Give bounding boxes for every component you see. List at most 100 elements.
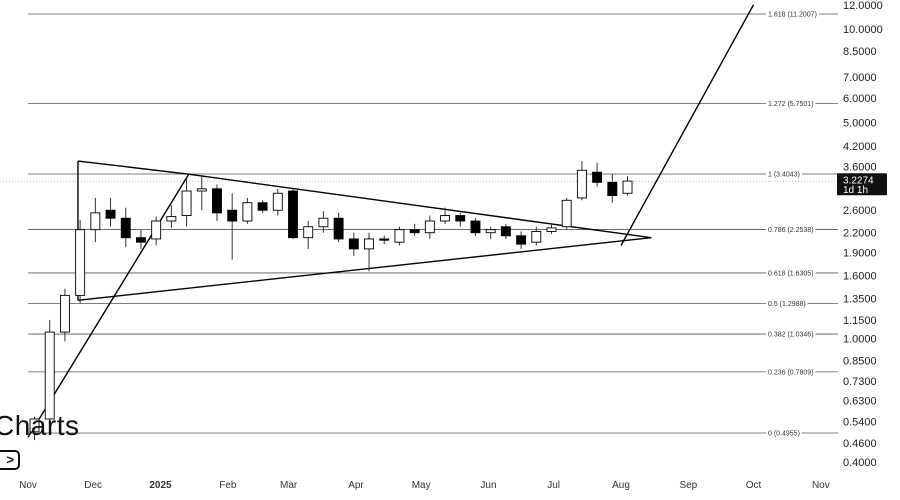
fib-label-bg-4 [766, 269, 816, 279]
candle-body-33 [531, 231, 542, 243]
date-tick-9: Aug [612, 480, 630, 491]
date-tick-4: Mar [280, 480, 298, 491]
candle-body-4 [90, 212, 101, 231]
date-tick-8: Jul [547, 480, 560, 491]
fib-label-7: 0.236 (0.7809) [768, 369, 814, 376]
fib-label-6: 0.382 (1.0346) [768, 332, 814, 339]
fib-label-3: 0.786 (2.2538) [768, 227, 814, 234]
price-axis: 12.0000 10.0000 8.5000 7.0000 6.0000 5.0000 4.… [843, 0, 883, 469]
candle-body-27 [440, 215, 451, 222]
candle-body-29 [470, 220, 481, 234]
candle-body-24 [394, 229, 405, 243]
candles [29, 161, 633, 441]
price-tick-10: 1.9000 [843, 247, 877, 259]
price-tick-6: 4.2000 [843, 141, 877, 153]
price-tick-2: 8.5000 [843, 46, 877, 58]
candle-body-11 [196, 188, 207, 192]
current-price-tag-bg [837, 173, 887, 196]
date-tick-3: Feb [219, 480, 237, 491]
current-price-value: 3.2274 [843, 176, 874, 187]
fib-label-0: 1.618 (11.2007) [768, 12, 817, 19]
candle-body-5 [105, 209, 116, 219]
candle-body-28 [455, 215, 466, 222]
candle-body-25 [409, 229, 420, 234]
candle-body-22 [364, 238, 374, 250]
candle-body-20 [333, 217, 344, 240]
price-tick-19: 0.4600 [843, 438, 877, 450]
candle-countdown: 1d 1h [843, 185, 868, 196]
price-tick-20: 0.4000 [843, 457, 877, 469]
price-tick-15: 0.8500 [843, 355, 877, 367]
date-tick-1: Dec [84, 480, 102, 491]
trendline-3 [77, 236, 652, 302]
candle-body-13 [227, 209, 238, 222]
fib-label-bg-1 [766, 100, 816, 110]
price-tick-12: 1.3500 [843, 293, 877, 305]
candle-body-14 [242, 202, 253, 222]
candle-body-10 [181, 190, 192, 216]
candle-body-19 [318, 217, 329, 228]
play-button[interactable]: > [0, 450, 20, 470]
price-tick-9: 2.2000 [843, 228, 877, 240]
fib-label-bg-5 [766, 300, 808, 310]
triangle-trendlines [27, 4, 755, 438]
candle-body-0 [29, 418, 40, 433]
price-tick-16: 0.7300 [843, 376, 877, 388]
candle-body-8 [151, 220, 162, 240]
price-tick-5: 5.0000 [843, 117, 877, 129]
candle-body-3 [75, 229, 86, 296]
candle-body-35 [561, 199, 572, 228]
fib-label-bg-3 [766, 225, 816, 235]
fib-label-1: 1.272 (5.7501) [768, 101, 814, 108]
price-tick-7: 3.6000 [843, 162, 877, 174]
candle-body-36 [576, 169, 587, 199]
trendline-0 [77, 160, 189, 175]
candle-body-7 [136, 237, 146, 243]
fib-label-bg-8 [766, 429, 802, 439]
fib-label-bg-6 [766, 330, 816, 340]
price-tick-0: 12.0000 [843, 0, 883, 12]
trendline-1 [188, 173, 652, 239]
fib-label-bg-0 [766, 10, 819, 20]
date-tick-6: May [412, 480, 431, 491]
candle-body-18 [303, 226, 314, 239]
date-tick-2: 2025 [149, 480, 172, 491]
candle-body-34 [546, 227, 557, 232]
fib-label-5: 0.5 (1.2988) [768, 301, 806, 308]
price-tick-3: 7.0000 [843, 72, 877, 84]
fib-label-8: 0 (0.4955) [768, 431, 800, 438]
price-tick-1: 10.0000 [843, 24, 883, 36]
candle-body-26 [424, 220, 435, 234]
price-tick-4: 6.0000 [843, 93, 877, 105]
date-tick-5: Apr [348, 480, 364, 491]
trendline-4 [27, 173, 190, 438]
fib-label-2: 1 (3.4043) [768, 172, 800, 179]
candle-body-38 [607, 181, 618, 197]
price-tick-13: 1.1500 [843, 315, 877, 327]
candle-body-2 [59, 294, 70, 333]
price-tick-11: 1.6000 [843, 270, 877, 282]
date-tick-12: Nov [812, 480, 830, 491]
candle-body-23 [379, 238, 390, 241]
candle-body-31 [500, 226, 511, 237]
fib-label-4: 0.618 (1.6305) [768, 270, 814, 277]
date-tick-11: Oct [746, 480, 762, 491]
fib-label-bg-7 [766, 368, 816, 378]
candle-body-12 [212, 188, 222, 214]
candle-body-6 [120, 217, 131, 239]
candle-body-17 [288, 190, 298, 239]
candle-body-37 [592, 171, 603, 183]
date-tick-0: Nov [19, 480, 37, 491]
price-tick-8: 2.6000 [843, 205, 877, 217]
fib-label-bg-2 [766, 170, 802, 180]
candle-body-30 [485, 229, 496, 234]
candle-body-15 [257, 202, 268, 211]
candle-body-16 [272, 192, 283, 211]
trendline-5 [620, 4, 755, 246]
candle-body-9 [166, 216, 177, 222]
price-tick-18: 0.5400 [843, 416, 877, 428]
date-axis: Nov Dec 2025 Feb Mar Apr May Jun Jul Aug Sep Oct Nov [19, 480, 830, 491]
candle-body-21 [348, 238, 359, 250]
